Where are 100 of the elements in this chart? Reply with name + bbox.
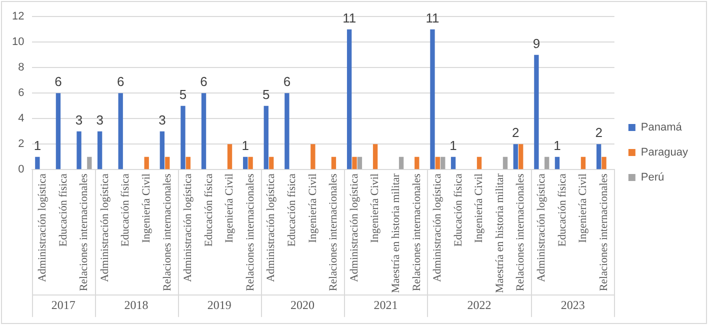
bar (398, 156, 404, 170)
x-tick-label: Educación física (286, 173, 298, 247)
bar (372, 144, 378, 170)
bar (602, 156, 606, 170)
bar (186, 156, 191, 170)
bar (201, 93, 206, 170)
x-tick-label: Ingeniería Civil (577, 174, 590, 243)
bar (35, 156, 40, 170)
data-label: 5 (179, 86, 187, 102)
x-tick-label: Administración logística (36, 173, 49, 282)
data-label: 3 (96, 112, 104, 128)
x-tick-label: Educación física (452, 173, 464, 247)
data-label: 9 (532, 36, 540, 51)
x-tick-label: Educación física (556, 173, 568, 247)
x-tick-label: Ingeniería Civil (369, 174, 382, 243)
x-tick-label: Ingeniería Civil (140, 174, 152, 243)
text: 2023 (560, 298, 585, 312)
bar (430, 29, 435, 170)
bar (554, 156, 560, 170)
y-tick-label: 0 (18, 164, 24, 176)
x-tick-label: Administración logística (98, 173, 111, 282)
x-tick-label: Relaciones internacionales (598, 174, 610, 292)
bar (310, 144, 316, 170)
bar (56, 93, 61, 170)
data-label: 1 (34, 138, 42, 153)
data-label: 1 (450, 138, 457, 153)
x-tick-label: Ingeniería Civil (473, 174, 486, 243)
bar (518, 144, 524, 170)
data-label: 1 (242, 138, 249, 153)
text: 2017 (51, 298, 76, 312)
bar (596, 144, 602, 170)
data-label: 5 (262, 86, 270, 102)
bar (97, 131, 102, 170)
data-label: 3 (75, 112, 83, 128)
x-tick-label: Relaciones internacionales (161, 174, 174, 292)
bar (513, 144, 518, 170)
data-label: 2 (512, 125, 520, 140)
data-label: 3 (158, 112, 166, 128)
x-tick-label: Administración logística (182, 173, 194, 282)
text: 2021 (374, 298, 398, 312)
bar (357, 156, 362, 170)
text: 2020 (290, 298, 315, 312)
y-tick-label: 8 (18, 62, 24, 74)
legend-label: Panamá (640, 122, 683, 134)
bar (180, 106, 186, 170)
x-tick-label: Relaciones internacionales (410, 174, 423, 292)
bar (331, 156, 336, 170)
bar (450, 156, 456, 170)
bar (414, 156, 420, 170)
bar (435, 156, 440, 170)
bar (243, 156, 248, 170)
data-label: 6 (116, 74, 124, 90)
bar (165, 156, 170, 170)
text: 2018 (124, 298, 148, 312)
x-tick-label: Relaciones internacionales (328, 174, 340, 292)
bar (440, 156, 446, 170)
bar (346, 29, 352, 170)
text: 2022 (467, 298, 492, 312)
legend-label: Perú (640, 172, 664, 184)
bar (76, 131, 82, 170)
y-tick-label: 12 (12, 10, 24, 23)
x-tick-label: Ingeniería Civil (224, 174, 236, 243)
bar (118, 93, 123, 170)
bar (144, 156, 149, 170)
x-tick-label: Administración logística (265, 173, 278, 282)
data-label: 11 (426, 10, 440, 26)
x-tick-label: Administración logística (348, 173, 360, 282)
y-tick-label: 4 (18, 112, 24, 125)
bar (544, 156, 550, 170)
bar (160, 131, 165, 170)
x-tick-label: Ingeniería Civil (306, 174, 319, 243)
x-tick-label: Administración logística (432, 173, 444, 282)
legend-label: Paraguay (640, 146, 688, 159)
x-tick-label: Relaciones internacionales (514, 174, 527, 292)
data-label: 2 (595, 125, 602, 140)
y-tick-label: 10 (12, 36, 24, 48)
x-tick-label: Maestría en historia militar (390, 173, 402, 293)
data-label: 6 (283, 74, 291, 90)
y-tick-label: 6 (18, 87, 24, 100)
bar (502, 156, 508, 170)
bar (248, 156, 253, 170)
x-tick-label: Educación física (57, 173, 70, 247)
data-label: 1 (554, 138, 561, 153)
data-label: 6 (54, 74, 62, 90)
data-label: 6 (200, 74, 208, 90)
y-tick-label: 2 (18, 138, 24, 150)
bar (227, 144, 232, 170)
x-tick-label: Administración logística (536, 173, 548, 282)
x-tick-label: Educación física (202, 173, 215, 247)
bar (269, 156, 274, 170)
data-label: 11 (342, 10, 356, 26)
bar (284, 93, 290, 170)
bar (476, 156, 482, 170)
bar (580, 156, 586, 170)
bar (534, 54, 539, 170)
bar (352, 156, 357, 170)
text: 2019 (207, 298, 232, 312)
x-tick-label: Maestría en historia militar (494, 173, 506, 293)
bar (264, 106, 268, 170)
x-tick-label: Relaciones internacionales (78, 174, 90, 292)
